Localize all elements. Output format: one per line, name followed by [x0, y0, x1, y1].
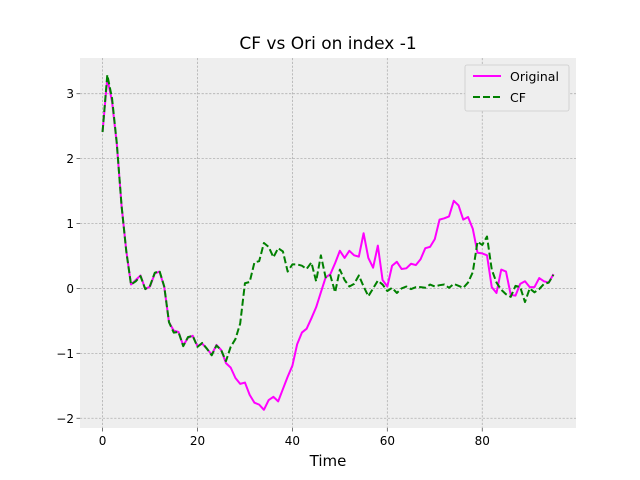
x-tick-label: 60: [380, 434, 395, 448]
y-tick-label: 3: [66, 87, 74, 101]
y-tick-label: 2: [66, 152, 74, 166]
x-axis-label: Time: [309, 452, 347, 470]
x-tick-label: 40: [285, 434, 300, 448]
legend-label-cf: CF: [510, 90, 526, 105]
x-tick-label: 20: [190, 434, 205, 448]
y-tick-label: 0: [66, 282, 74, 296]
axis-ticks: 0 20 40 60 80 −2 −1 0 1 2 3: [56, 87, 490, 448]
series-line-original: [101, 77, 555, 411]
chart-title: CF vs Ori on index -1: [239, 34, 416, 54]
y-tick-label: −1: [56, 347, 74, 361]
x-tick-label: 80: [475, 434, 490, 448]
y-tick-label: 1: [66, 217, 74, 231]
plot-area: [80, 58, 576, 428]
x-tick-label: 0: [99, 434, 107, 448]
series-lines: [101, 73, 555, 411]
legend-label-original: Original: [510, 69, 559, 84]
grid: [80, 58, 576, 428]
legend: Original CF: [464, 64, 570, 112]
y-tick-label: −2: [56, 412, 74, 426]
